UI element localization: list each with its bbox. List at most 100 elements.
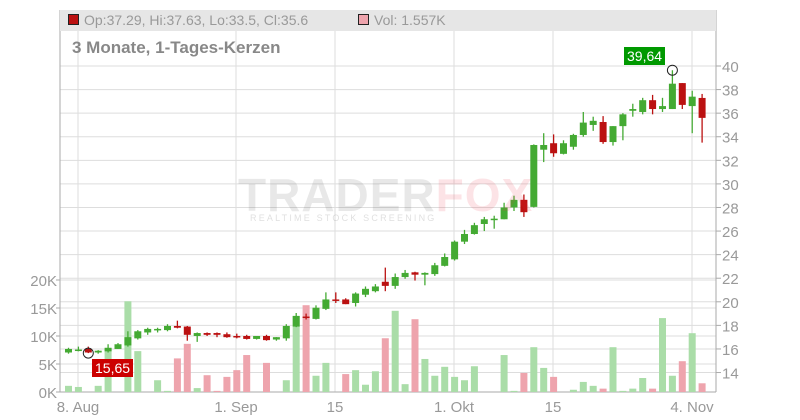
candle-body — [213, 333, 221, 335]
volume-bar — [530, 347, 538, 392]
candle-body — [569, 134, 577, 147]
volume-bar — [431, 375, 439, 392]
candle-body — [639, 100, 647, 112]
candle-body — [74, 349, 82, 352]
candle-body — [470, 225, 478, 235]
candle-body — [431, 265, 439, 275]
volume-tick-label: 15K — [30, 301, 57, 318]
volume-bar — [154, 380, 162, 392]
candle-body — [480, 219, 488, 224]
volume-bar — [352, 370, 360, 392]
volume-tick-label: 10K — [30, 329, 57, 346]
volume-bar — [639, 378, 647, 392]
candle-body — [540, 144, 548, 150]
candle-body — [243, 335, 251, 339]
volume-bar — [193, 388, 201, 392]
volume-bar — [470, 366, 478, 392]
candle-body — [520, 199, 528, 213]
price-tick-label: 20 — [722, 295, 739, 312]
high-price-tag: 39,64 — [624, 47, 666, 65]
candle-body — [391, 277, 399, 286]
ohlc-readout: Op:37.29, Hi:37.63, Lo:33.5, Cl:35.6 — [84, 12, 309, 28]
candle-body — [411, 272, 419, 275]
volume-tick-label: 5K — [39, 357, 57, 374]
candle-body — [84, 348, 92, 353]
candle-body — [579, 122, 587, 135]
volume-bar — [312, 375, 320, 392]
candle-body — [134, 331, 142, 339]
candle-body — [599, 122, 607, 143]
date-tick-label: 15 — [327, 399, 344, 416]
volume-bar — [649, 388, 657, 392]
candle-body — [688, 96, 696, 107]
volume-bar — [678, 361, 686, 392]
volume-bar — [74, 386, 82, 392]
candle-body — [461, 234, 468, 242]
traderfox-watermark: TRADERFOX — [238, 169, 534, 221]
candle-body — [441, 256, 449, 266]
date-tick-label: 4. Nov — [670, 399, 714, 416]
candle-body — [332, 299, 340, 301]
volume-bar — [698, 383, 706, 392]
candle-body — [550, 143, 558, 154]
candle-body — [678, 83, 686, 105]
price-tick-label: 36 — [722, 106, 739, 123]
candle-body — [510, 199, 518, 208]
volume-bar — [441, 366, 449, 392]
candle-body — [659, 106, 666, 110]
candle-body — [322, 299, 330, 309]
candle-body — [619, 114, 627, 127]
volume-bar — [342, 374, 350, 392]
volume-bar — [94, 385, 102, 392]
date-tick-label: 15 — [545, 399, 562, 416]
volume-bar — [540, 367, 548, 392]
candle-body — [272, 337, 280, 340]
volume-bar — [688, 333, 696, 392]
candle-body — [144, 328, 152, 333]
candle-body — [609, 126, 617, 143]
price-tick-label: 24 — [722, 248, 739, 265]
price-tick-label: 14 — [722, 366, 739, 383]
volume-bar — [292, 315, 300, 392]
volume-bar — [223, 376, 231, 392]
volume-bar — [411, 319, 419, 392]
candle-body — [94, 350, 102, 353]
candle-body — [421, 272, 429, 275]
volume-bar — [589, 385, 597, 392]
candle-body — [629, 109, 637, 111]
volume-bar — [520, 372, 528, 392]
price-tick-label: 38 — [722, 83, 739, 100]
volume-bar — [668, 375, 676, 392]
candle-body — [371, 286, 379, 292]
candle-body — [451, 241, 459, 260]
volume-bar — [550, 376, 558, 392]
candle-body — [114, 344, 122, 349]
candle-body — [65, 348, 72, 353]
volume-bar — [421, 358, 429, 392]
volume-bar — [659, 318, 666, 392]
volume-bar — [173, 358, 181, 392]
candle-body — [530, 144, 538, 207]
candle-body — [104, 347, 112, 352]
volume-bar — [461, 380, 468, 392]
volume-bar — [322, 362, 330, 392]
price-tick-label: 18 — [722, 318, 739, 335]
candle-body — [203, 333, 211, 335]
volume-bar — [451, 376, 459, 392]
volume-bar — [183, 343, 191, 392]
price-tick-label: 16 — [722, 342, 739, 359]
low-price-tag: 15,65 — [92, 359, 134, 377]
candle-body — [649, 100, 657, 110]
candle-body — [668, 83, 676, 110]
volume-bar — [134, 351, 142, 392]
volume-bar — [500, 355, 508, 392]
volume-bar — [213, 390, 221, 392]
volume-tick-label: 20K — [30, 273, 57, 290]
price-tick-label: 30 — [722, 177, 739, 194]
volume-bar — [371, 371, 379, 392]
volume-bar — [599, 388, 607, 392]
volume-bar — [243, 355, 251, 392]
watermark-tagline: REALTIME STOCK SCREENING — [250, 213, 437, 223]
candle-body — [302, 316, 310, 319]
